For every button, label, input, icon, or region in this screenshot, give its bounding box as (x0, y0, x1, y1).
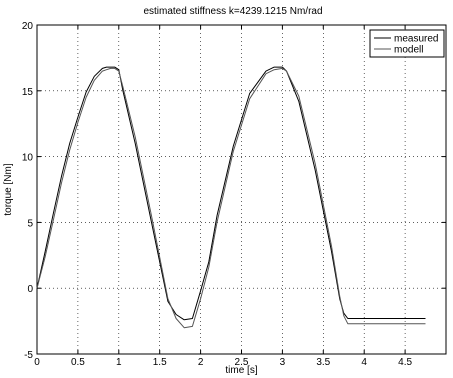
x-tick-label: 4.5 (398, 357, 412, 368)
x-tick-label: 0 (34, 357, 40, 368)
x-tick-label: 3.5 (316, 357, 330, 368)
y-tick-label: 10 (22, 153, 34, 164)
legend-label-measured: measured (394, 34, 438, 45)
chart-title: estimated stiffness k=4239.1215 Nm/rad (143, 6, 322, 17)
y-tick-label: 15 (22, 87, 34, 98)
x-axis-label: time [s] (225, 365, 257, 376)
x-tick-label: 0.5 (71, 357, 85, 368)
y-tick-label: -5 (24, 350, 33, 361)
x-tick-label: 3 (280, 357, 286, 368)
y-axis-label: torque [Nm] (3, 163, 14, 215)
y-tick-label: 0 (27, 284, 33, 295)
x-tick-label: 2 (198, 357, 204, 368)
series-line-modell (36, 67, 426, 329)
x-tick-label: 1 (116, 357, 122, 368)
x-tick-label: 4 (361, 357, 367, 368)
y-tick-label: 20 (22, 21, 34, 32)
y-tick-label: 5 (27, 218, 33, 229)
legend-box (369, 29, 445, 58)
series-lines (36, 66, 426, 329)
series-line-measured (36, 66, 426, 321)
x-tick-label: 2.5 (235, 357, 249, 368)
grid-lines (37, 25, 446, 354)
x-tick-label: 1.5 (153, 357, 167, 368)
legend-label-modell: modell (394, 45, 423, 56)
